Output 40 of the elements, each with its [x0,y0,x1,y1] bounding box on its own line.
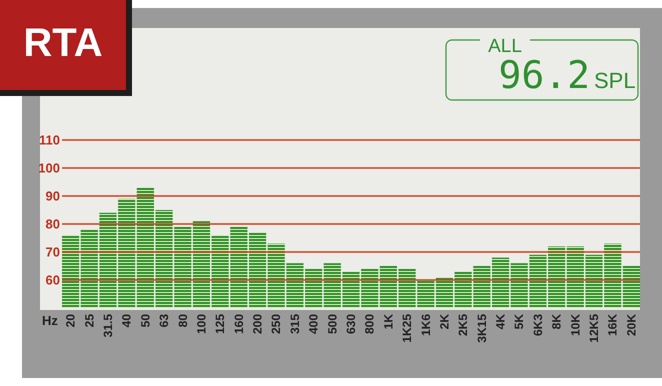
x-tick-label: 200 [250,314,265,334]
x-tick-label: 1K [381,314,396,330]
x-tick-label: 1K25 [400,314,414,343]
x-tick-label: 2K5 [456,314,470,336]
x-tick-label: 160 [232,314,246,334]
x-tick-label: 80 [176,314,190,328]
x-tick-label: 2K [437,314,452,330]
x-tick-label: 630 [344,314,358,334]
x-tick-label: 25 [82,314,96,328]
x-tick-label: 16K [606,314,620,336]
y-tick-label: 90 [46,188,60,204]
x-tick-label: 1K6 [418,314,433,336]
x-tick-label: 400 [306,314,321,334]
x-tick-label: 315 [288,314,302,334]
x-axis-title: Hz [42,313,58,328]
y-tick-label: 100 [38,160,60,176]
x-tick-label: 100 [194,314,208,334]
x-tick-label: 8K [550,314,564,330]
x-tick-label: 63 [157,314,172,328]
y-tick-label: 110 [39,132,60,148]
x-tick-label: 50 [138,314,152,328]
x-tick-label: 40 [120,314,134,328]
y-tick-label: 80 [46,216,60,232]
x-tick-label: 800 [362,314,377,334]
x-tick-label: 12K5 [587,314,602,343]
chart-title: RTA [23,21,103,65]
y-tick-label: 70 [46,244,60,260]
x-tick-label: 3K15 [474,314,489,343]
x-tick-label: 20 [64,314,78,328]
text: SPL [594,68,636,93]
x-tick-label: 500 [325,314,340,334]
x-tick-label: 20K [624,314,638,336]
x-tick-label: 6K3 [530,314,545,336]
x-tick-label: 125 [213,314,228,334]
x-tick-label: 250 [269,314,284,334]
x-tick-label: 4K [494,314,508,330]
x-tick-label: 5K [512,314,526,330]
x-tick-label: 10K [568,314,582,336]
x-tick-label: 31.5 [100,314,115,338]
y-tick-label: 60 [46,272,60,288]
